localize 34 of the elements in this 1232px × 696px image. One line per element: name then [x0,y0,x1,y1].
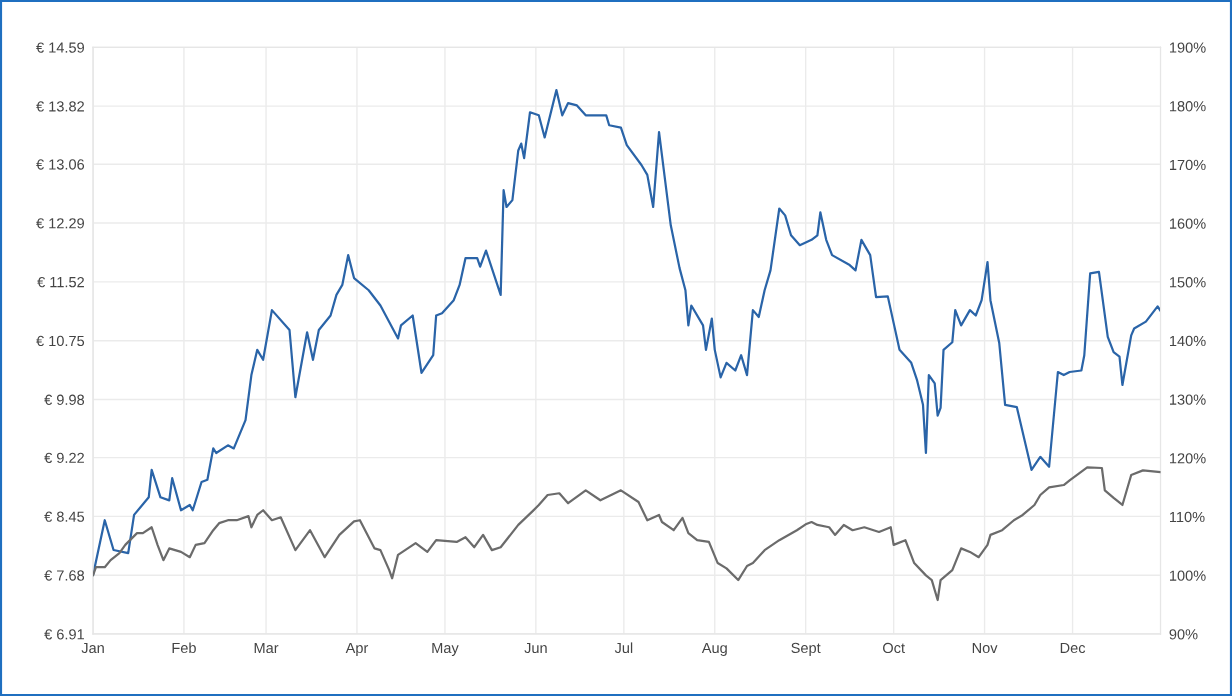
x-tick-label: Aug [701,642,727,656]
x-tick-label: Oct [883,642,905,654]
y-tick-label: € 9.98 [44,394,85,405]
x-tick-label: Jul [614,642,633,654]
y2-tick-label: 170% [1169,159,1206,171]
y2-tick-label: 150% [1169,277,1206,288]
x-tick-label: Mar [254,642,279,654]
x-tick-label: Jan [81,642,104,654]
y2-tick-label: 140% [1169,335,1206,347]
y-tick-label: € 7.68 [44,570,85,581]
y-tick-label: € 11.52 [37,276,84,288]
y2-tick-label: 90% [1169,629,1198,640]
x-tick-label: May [432,642,459,656]
y2-tick-label: 110% [1169,511,1205,523]
y-tick-label: € 6.91 [44,629,84,640]
y2-tick-label: 120% [1169,453,1206,464]
y2-tick-label: 190% [1169,42,1206,53]
y2-tick-label: 130% [1169,394,1206,405]
y2-tick-label: 100% [1169,570,1206,581]
x-tick-label: Sept [791,642,821,656]
y2-tick-label: 160% [1169,218,1206,229]
y-tick-label: € 13.82 [36,101,84,112]
x-tick-label: Feb [172,642,196,654]
y-tick-label: € 8.45 [44,511,85,522]
x-tick-label: Apr [345,642,369,656]
y2-tick-label: 180% [1169,101,1206,112]
x-tick-label: Nov [972,642,998,654]
y-tick-label: € 9.22 [44,452,84,464]
y-tick-label: € 13.06 [36,159,85,170]
y-tick-label: € 14.59 [36,42,84,53]
y-tick-label: € 12.29 [36,218,84,229]
x-tick-label: Dec [1060,642,1086,654]
x-tick-label: Jun [524,642,547,654]
y-tick-label: € 10.75 [36,335,85,347]
